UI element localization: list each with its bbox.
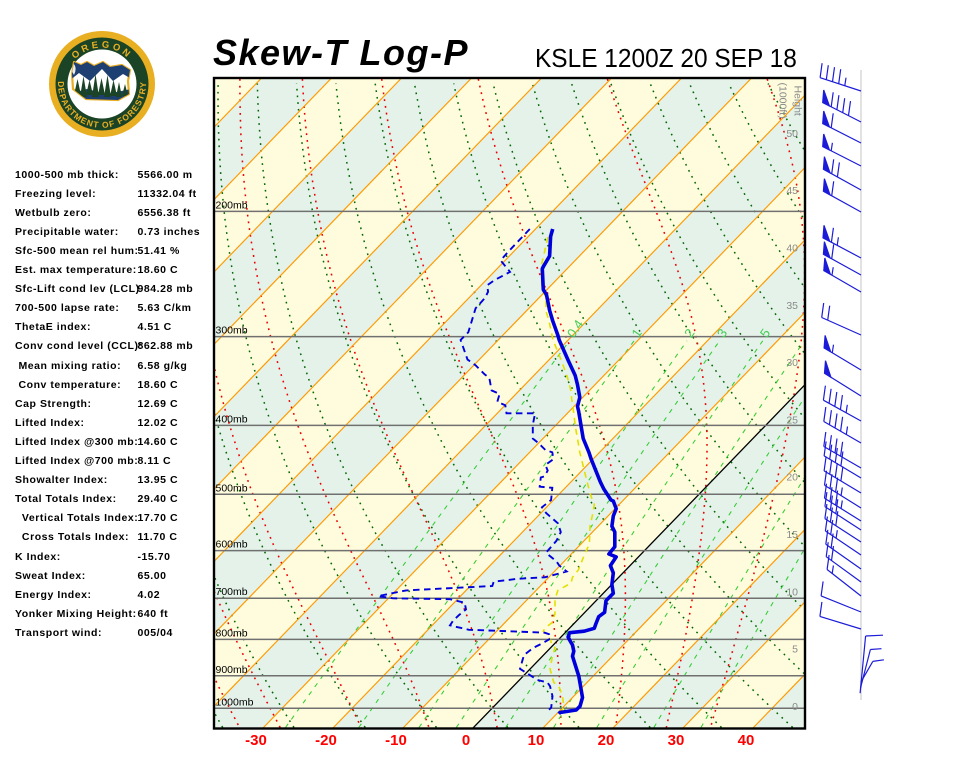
svg-text:5: 5 bbox=[792, 644, 798, 656]
svg-text:400mb: 400mb bbox=[216, 413, 248, 425]
svg-text:700mb: 700mb bbox=[216, 586, 248, 598]
svg-text:10: 10 bbox=[786, 586, 798, 598]
svg-text:0: 0 bbox=[462, 732, 470, 749]
svg-text:300mb: 300mb bbox=[216, 325, 248, 337]
svg-text:45: 45 bbox=[786, 185, 798, 197]
svg-text:600mb: 600mb bbox=[216, 539, 248, 551]
svg-text:25: 25 bbox=[786, 414, 798, 426]
svg-text:35: 35 bbox=[786, 300, 798, 312]
svg-text:50: 50 bbox=[786, 128, 798, 140]
svg-text:10: 10 bbox=[528, 732, 545, 749]
svg-text:15: 15 bbox=[786, 529, 798, 541]
svg-text:20: 20 bbox=[598, 732, 615, 749]
svg-text:-30: -30 bbox=[245, 732, 267, 749]
svg-text:Height: Height bbox=[792, 86, 804, 116]
svg-text:200mb: 200mb bbox=[216, 199, 248, 211]
svg-text:0: 0 bbox=[792, 701, 798, 713]
svg-text:-20: -20 bbox=[315, 732, 337, 749]
svg-text:900mb: 900mb bbox=[216, 664, 248, 676]
svg-text:800mb: 800mb bbox=[216, 627, 248, 639]
svg-text:-10: -10 bbox=[385, 732, 407, 749]
svg-text:1000mb: 1000mb bbox=[216, 696, 254, 708]
svg-text:30: 30 bbox=[668, 732, 685, 749]
svg-text:500mb: 500mb bbox=[216, 482, 248, 494]
svg-text:20: 20 bbox=[786, 472, 798, 484]
svg-text:40: 40 bbox=[738, 732, 755, 749]
svg-text:30: 30 bbox=[786, 357, 798, 369]
svg-text:(1000ft): (1000ft) bbox=[777, 83, 789, 119]
svg-text:40: 40 bbox=[786, 243, 798, 255]
